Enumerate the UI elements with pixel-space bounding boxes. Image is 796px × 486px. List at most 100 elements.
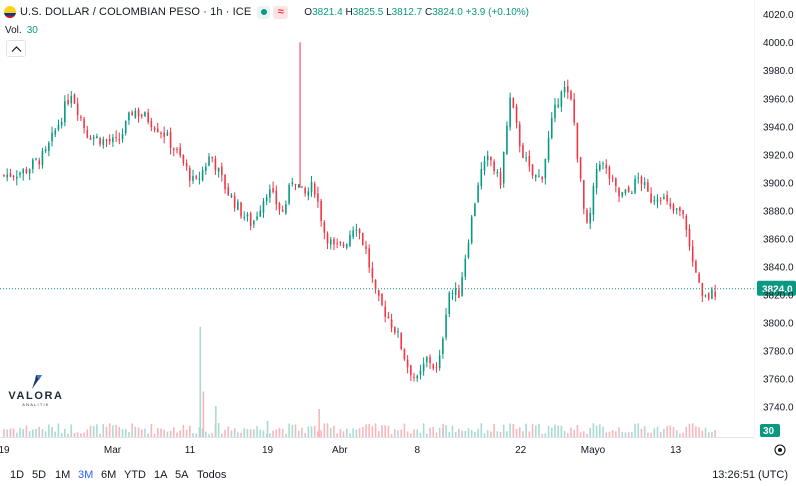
range-5d-button[interactable]: 5D [32, 469, 47, 481]
volume-bar [57, 423, 60, 437]
candle-body [86, 130, 89, 138]
candle-body [534, 174, 537, 178]
volume-bar [711, 431, 713, 437]
volume-bar [647, 432, 649, 437]
volume-bar [685, 426, 688, 437]
volume-bar [163, 429, 165, 437]
candle-body [188, 168, 191, 181]
candle-body [118, 139, 121, 141]
volume-bar [60, 433, 63, 437]
candle-body [368, 248, 370, 268]
volume-bar [445, 424, 447, 437]
volume-bar [182, 424, 185, 437]
volume-bar [451, 425, 454, 437]
volume-bar [99, 433, 101, 437]
volume-bar [179, 430, 181, 437]
candle-body [496, 171, 499, 174]
volume-bar [637, 423, 640, 437]
volume-bar [663, 428, 665, 437]
volume-bar [349, 433, 351, 437]
volume-bar [134, 426, 137, 437]
candle-body [544, 158, 547, 179]
candle-body [144, 111, 146, 116]
candle-body [112, 137, 114, 143]
candle-body [288, 184, 290, 204]
goto-realtime-icon[interactable] [773, 443, 787, 457]
candle-body [675, 208, 678, 210]
candle-body [698, 273, 700, 283]
data-approx-icon[interactable]: ≈ [273, 5, 289, 19]
y-tick-label: 3980.0 [763, 66, 794, 77]
candle-body [672, 204, 675, 211]
volume-bar [32, 429, 34, 437]
market-status-icon[interactable] [257, 5, 271, 19]
volume-bar [121, 429, 124, 437]
candle-body [243, 217, 246, 219]
volume-bar [92, 426, 95, 437]
range-1a-button[interactable]: 1A [154, 469, 168, 481]
candle-body [205, 166, 207, 171]
volume-bars [3, 326, 716, 437]
candle-body [448, 292, 451, 315]
candle-body [413, 376, 415, 378]
candle-body [70, 95, 73, 104]
volume-bar [329, 427, 332, 437]
candle-body [310, 182, 313, 193]
volume-legend: Vol. 30 [5, 25, 38, 36]
volume-bar [172, 427, 175, 437]
volume-bar [221, 433, 223, 437]
range-6m-button[interactable]: 6M [101, 469, 117, 481]
range-1d-button[interactable]: 1D [10, 469, 25, 481]
volume-bar [544, 433, 547, 437]
collapse-legend-button[interactable] [6, 40, 26, 57]
candle-body [547, 137, 550, 161]
range-3m-button[interactable]: 3M [78, 469, 94, 481]
x-tick-label: 8 [415, 445, 421, 456]
volume-bar [285, 433, 287, 437]
time-axis-border [0, 437, 754, 438]
range-all-button[interactable]: Todos [197, 469, 227, 481]
candle-body [217, 167, 220, 172]
candle-body [438, 355, 441, 368]
volume-bar [153, 433, 156, 437]
volume-bar [695, 426, 697, 437]
volume-bar [432, 426, 435, 437]
symbol-title[interactable]: U.S. DOLLAR / COLOMBIAN PESO · 1h · ICE [20, 6, 252, 18]
volume-bar [691, 423, 694, 437]
candle-body [345, 244, 348, 248]
candle-body [704, 295, 707, 297]
candle-body [124, 120, 127, 134]
volume-bar [458, 428, 460, 437]
candle-body [685, 215, 688, 230]
volume-bar [192, 433, 194, 437]
candle-body [538, 175, 540, 177]
volume-value: 30 [26, 25, 38, 36]
x-tick-label: 19 [0, 445, 10, 456]
candle-body [237, 201, 239, 210]
volume-bar [611, 429, 614, 437]
volume-bar [64, 428, 66, 437]
price-axis-border [754, 0, 755, 437]
range-5a-button[interactable]: 5A [175, 469, 189, 481]
volume-bar [44, 431, 47, 437]
volume-bar [493, 424, 495, 437]
range-1m-button[interactable]: 1M [55, 469, 71, 481]
volume-bar [83, 432, 85, 437]
utc-clock: 13:26:51 (UTC) [712, 469, 788, 481]
candle-body [160, 132, 162, 134]
volume-bar [9, 428, 12, 437]
range-ytd-button[interactable]: YTD [124, 469, 146, 481]
volume-bar [374, 423, 377, 437]
volume-bar [54, 431, 57, 437]
candle-body [695, 261, 697, 273]
candle-body [285, 204, 287, 214]
volume-bar [381, 425, 383, 437]
volume-bar [659, 431, 662, 437]
volume-spike [215, 406, 217, 437]
close-label: C [425, 6, 433, 18]
last-price-label: 3824.0 [762, 284, 793, 295]
volume-bar [410, 433, 412, 437]
volume-bar [390, 433, 393, 437]
